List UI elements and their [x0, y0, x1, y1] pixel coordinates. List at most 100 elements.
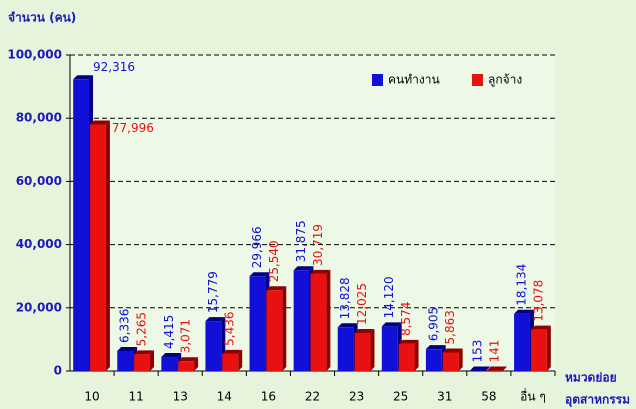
value-label: 12,025	[355, 283, 369, 325]
bar-side	[238, 349, 243, 371]
value-label: 153	[470, 340, 484, 363]
bar-top	[205, 317, 226, 322]
bar-top	[134, 350, 155, 355]
bar-side	[194, 357, 199, 371]
bar	[293, 270, 310, 371]
legend-label: คนทำงาน	[388, 73, 440, 87]
bar-top	[425, 345, 446, 350]
bar-side	[326, 269, 331, 371]
y-tick-label: 100,000	[7, 48, 62, 62]
bar-top	[90, 120, 110, 125]
bar-top	[266, 286, 287, 291]
x-tick-label: 11	[128, 390, 143, 404]
bar-top	[354, 329, 375, 334]
value-label: 8,574	[399, 302, 413, 336]
bar-top	[398, 339, 419, 344]
value-label: 3,071	[179, 319, 193, 353]
bar-top	[514, 309, 534, 314]
value-label: 141	[487, 340, 501, 363]
x-tick-label: 14	[217, 390, 232, 404]
bar-top	[337, 323, 358, 328]
x-tick-label: 10	[84, 390, 99, 404]
bar	[354, 333, 371, 371]
bar	[222, 353, 239, 371]
value-label: 15,779	[206, 271, 220, 313]
bar-top	[117, 346, 138, 351]
bar	[73, 79, 90, 372]
legend-swatch	[372, 74, 383, 86]
value-label: 77,996	[112, 121, 154, 135]
bar-top	[469, 366, 490, 371]
value-label: 13,828	[338, 277, 352, 319]
value-label: 18,134	[515, 264, 529, 306]
bar-top	[222, 349, 243, 354]
bar-top	[161, 353, 182, 358]
legend-swatch	[472, 74, 483, 86]
bar	[178, 361, 195, 371]
y-tick-label: 60,000	[16, 174, 62, 188]
bar	[442, 352, 459, 371]
bar	[117, 350, 134, 371]
bar	[337, 327, 354, 371]
bar-side	[502, 366, 507, 371]
bar-top	[73, 75, 94, 80]
bar	[514, 313, 530, 371]
y-tick-label: 80,000	[16, 111, 62, 125]
bar	[205, 321, 222, 371]
bar-side	[485, 366, 490, 371]
x-tick-label: 16	[261, 390, 276, 404]
value-label: 14,120	[382, 276, 396, 318]
value-label: 5,863	[443, 310, 457, 344]
x-axis-title: อุตสาหกรรม	[565, 393, 630, 408]
bar	[398, 343, 415, 371]
bar	[310, 273, 327, 371]
value-label: 13,078	[531, 280, 545, 322]
value-label: 6,905	[426, 307, 440, 341]
x-tick-label: 25	[393, 390, 408, 404]
value-label: 25,540	[267, 240, 281, 282]
bar-top	[486, 366, 507, 371]
bar	[134, 354, 151, 371]
bar-top	[293, 266, 314, 271]
bar	[161, 357, 178, 371]
bar	[530, 329, 547, 371]
y-tick-label: 40,000	[16, 237, 62, 251]
bar-top	[530, 325, 551, 330]
y-axis-title: จำนวน (คน)	[8, 11, 76, 25]
bar	[90, 124, 106, 371]
y-tick-label: 0	[54, 364, 62, 378]
value-label: 29,966	[250, 226, 264, 268]
bar-side	[105, 120, 110, 371]
bar	[249, 276, 266, 371]
x-axis-title: หมวดย่อย	[565, 371, 617, 385]
y-tick-label: 20,000	[16, 300, 62, 314]
bar	[425, 349, 442, 371]
bar-top	[178, 357, 199, 362]
bar-side	[282, 286, 287, 371]
value-label: 30,719	[311, 224, 325, 266]
bar-side	[546, 325, 551, 371]
value-label: 5,436	[223, 311, 237, 345]
value-label: 6,336	[118, 309, 132, 343]
bar	[381, 326, 398, 371]
value-label: 5,265	[135, 312, 149, 346]
value-label: 4,415	[162, 315, 176, 349]
bar-side	[150, 350, 155, 371]
bar-top	[442, 348, 463, 353]
x-tick-label: อื่น ๆ	[520, 388, 546, 404]
bar-top	[381, 322, 402, 327]
bar-top	[310, 269, 331, 274]
x-tick-label: 13	[173, 390, 188, 404]
bar-side	[370, 329, 375, 371]
x-tick-label: 23	[349, 390, 364, 404]
value-label: 92,316	[93, 60, 135, 74]
x-tick-label: 22	[305, 390, 320, 404]
bar-side	[414, 339, 419, 371]
value-label: 31,875	[294, 220, 308, 262]
bar-side	[458, 348, 463, 371]
bar-top	[249, 272, 270, 277]
x-tick-label: 58	[481, 390, 496, 404]
legend-label: ลูกจ้าง	[488, 73, 522, 88]
bar	[266, 290, 283, 371]
